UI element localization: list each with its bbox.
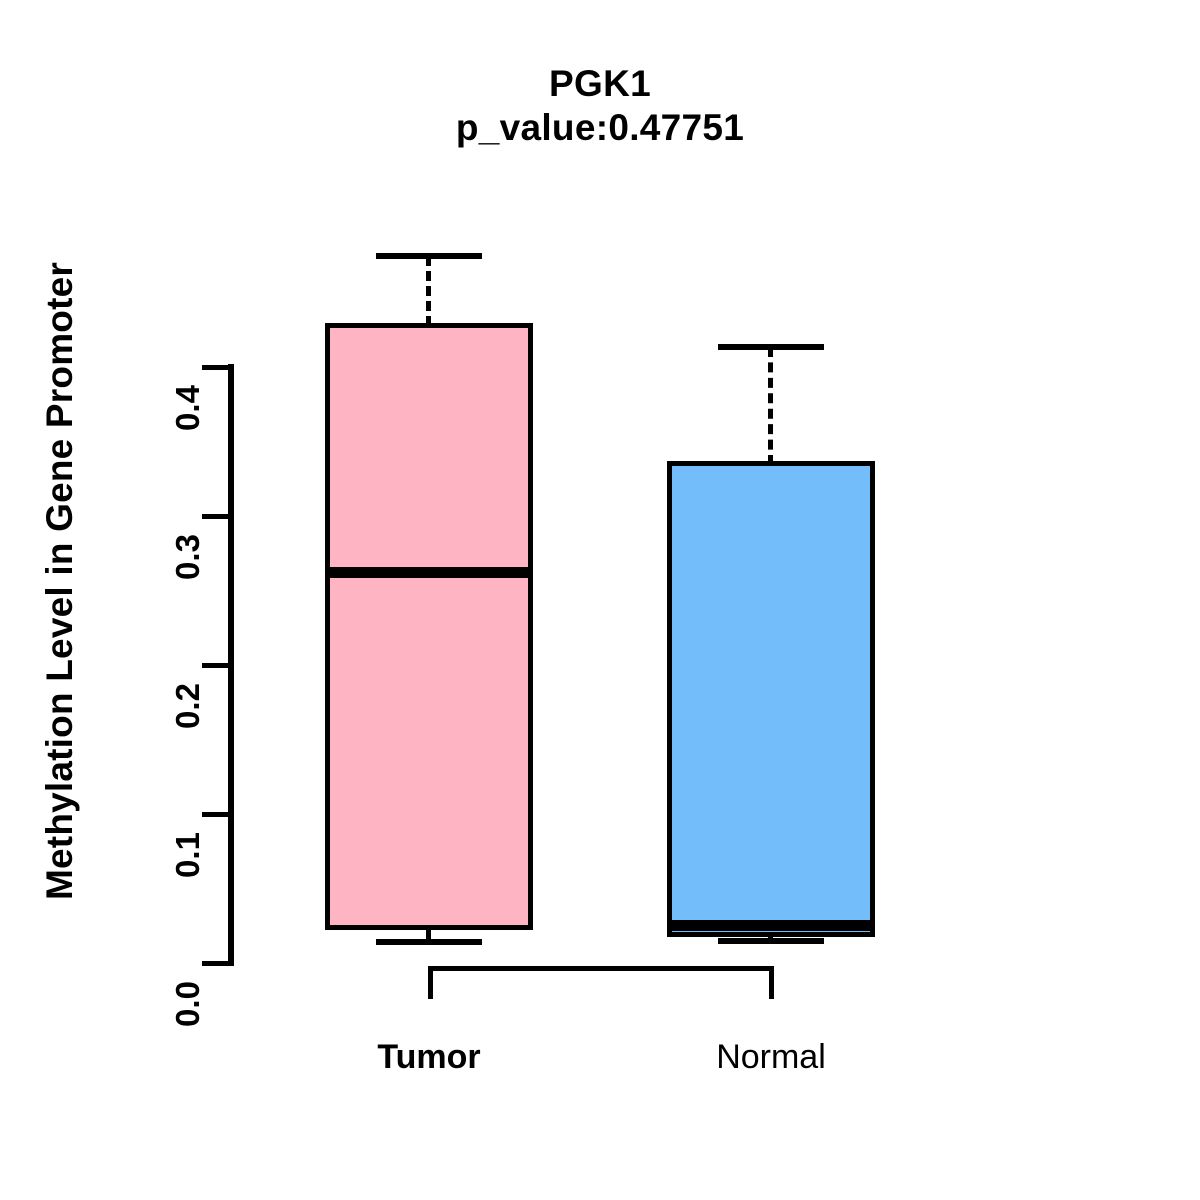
- normal-median-line: [667, 920, 875, 931]
- x-tick-label-tumor: Tumor: [377, 1038, 481, 1076]
- tumor-median-line: [325, 567, 533, 578]
- y-tick-0: [202, 961, 234, 966]
- gene-title: PGK1: [549, 63, 651, 104]
- y-tick-4: [202, 365, 234, 370]
- y-tick-label-3: 0.3: [169, 534, 206, 580]
- chart-title-block: PGK1 p_value:0.47751: [0, 62, 1200, 149]
- y-tick-label-0: 0.0: [169, 981, 206, 1027]
- y-axis-title: Methylation Level in Gene Promoter: [39, 262, 80, 900]
- x-tick-label-normal: Normal: [716, 1038, 826, 1076]
- tumor-lower-whisker: [426, 928, 431, 942]
- normal-lower-whisker-cap: [718, 938, 824, 944]
- p-value-subtitle: p_value:0.47751: [455, 106, 745, 148]
- y-tick-label-1: 0.1: [169, 832, 206, 878]
- tumor-lower-whisker-cap: [376, 939, 482, 945]
- y-tick-label-2: 0.2: [169, 683, 206, 729]
- tumor-upper-whisker: [426, 256, 431, 326]
- normal-box: [667, 461, 875, 937]
- x-axis-bracket: [428, 966, 774, 999]
- y-tick-1: [202, 812, 234, 817]
- y-tick-3: [202, 514, 234, 519]
- y-tick-label-4: 0.4: [169, 385, 206, 431]
- y-tick-2: [202, 663, 234, 668]
- tumor-box: [325, 323, 533, 930]
- normal-upper-whisker: [768, 347, 773, 465]
